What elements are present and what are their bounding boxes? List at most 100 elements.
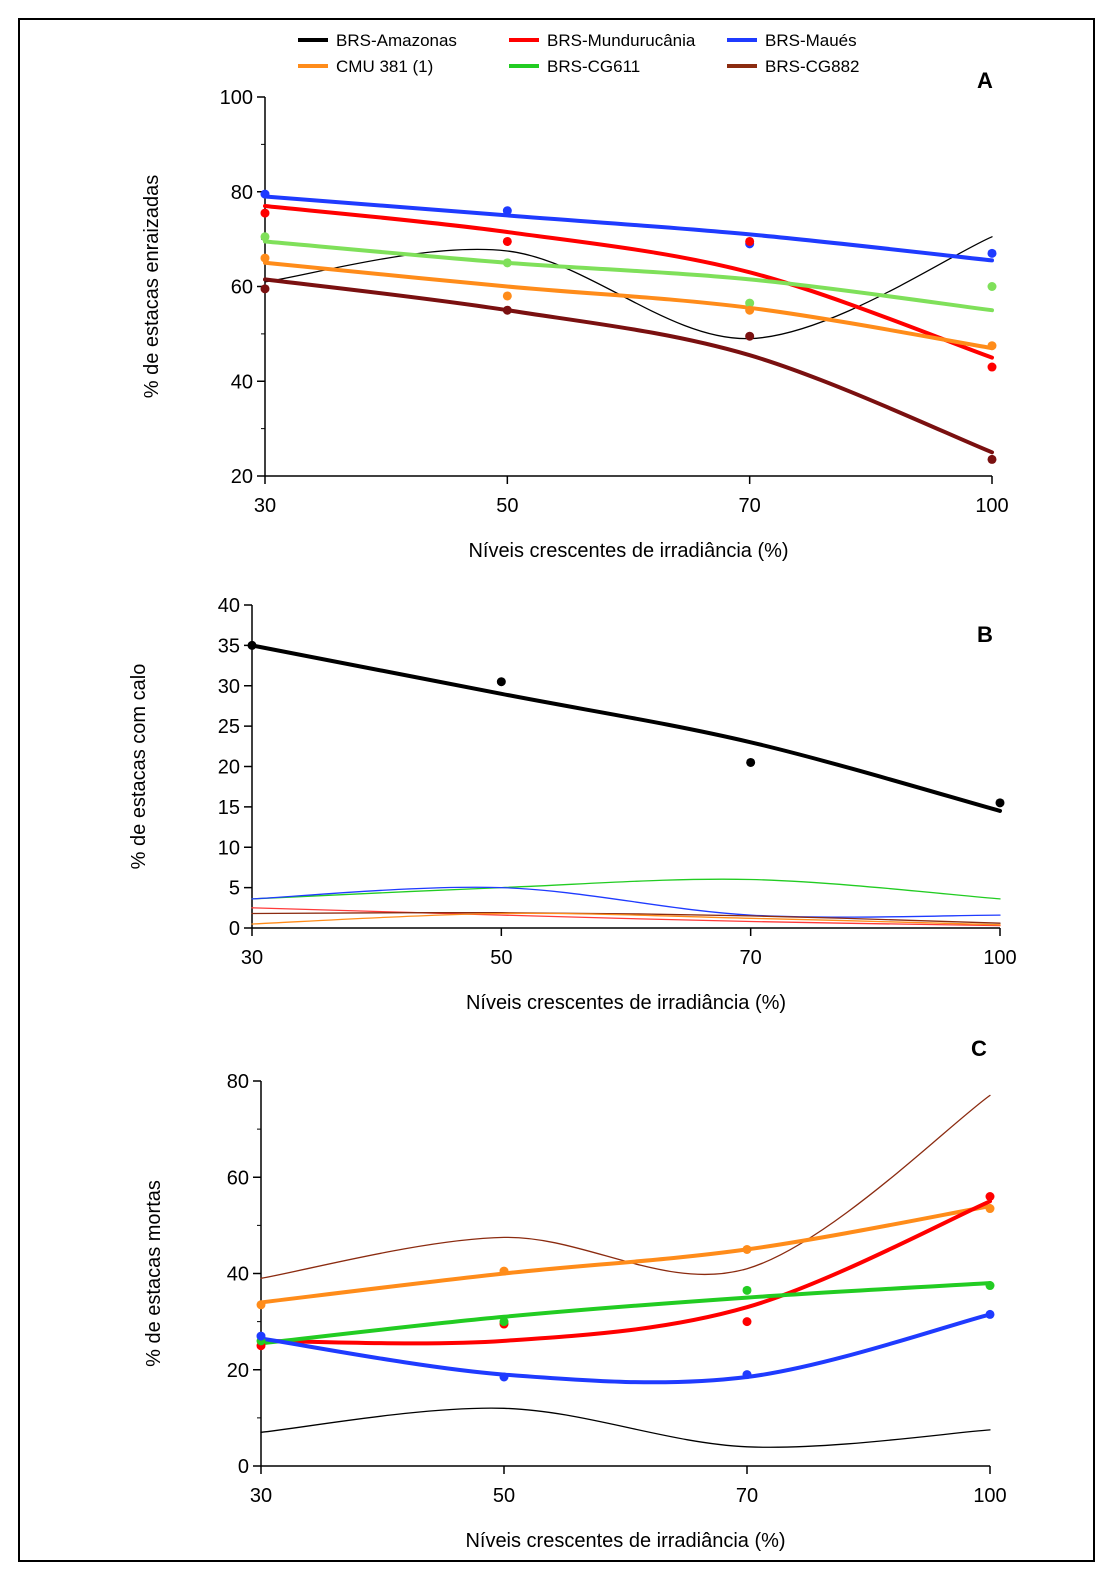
x-tick-label: 30 <box>250 1485 272 1507</box>
y-tick-label: 20 <box>231 466 253 488</box>
fit-curve-brs-maues <box>263 194 994 263</box>
panel-letter-a: A <box>977 68 993 93</box>
data-point-brs-cg611 <box>745 298 755 308</box>
fit-curve-brs-mundurucania <box>259 1199 992 1346</box>
legend-label-brs-amazonas: BRS-Amazonas <box>336 31 457 50</box>
y-tick-label: 25 <box>218 716 240 738</box>
legend-label-brs-mundurucania: BRS-Mundurucânia <box>547 31 696 50</box>
fit-curve-brs-cg882 <box>251 911 1001 924</box>
y-axis-title: % de estacas enraizadas <box>141 175 163 398</box>
data-point-brs-maues <box>985 1309 995 1319</box>
fit-curve-brs-cg882 <box>263 277 994 455</box>
y-tick-label: 20 <box>227 1360 249 1382</box>
y-tick-label: 35 <box>218 635 240 657</box>
data-point-brs-cg611 <box>260 232 270 242</box>
fit-curve-cmu-381-1 <box>251 912 1001 926</box>
data-point-brs-cg611 <box>987 282 997 291</box>
panel-b: B 0 5 10 15 20 25 30 35 40 30 50 70 100 Níveis cresce… <box>128 595 1017 1014</box>
data-point-brs-mundurucania <box>985 1192 995 1201</box>
data-point-brs-mundurucania <box>260 208 270 218</box>
legend-label-brs-cg882: BRS-CG882 <box>765 57 859 76</box>
figure-frame <box>18 18 1095 1562</box>
x-axis-title: Níveis crescentes de irradiância (%) <box>465 1530 785 1552</box>
fit-curve-brs-maues <box>251 886 1001 918</box>
y-tick-label: 40 <box>218 595 240 617</box>
fit-curve-brs-cg611 <box>259 1281 992 1346</box>
x-tick-label: 30 <box>241 947 263 969</box>
data-point-brs-cg611 <box>502 258 512 268</box>
panel-a: A 20 40 60 80 100 30 50 70 100 Níveis crescentes … <box>141 68 1009 562</box>
data-point-cmu-381-1 <box>745 305 755 315</box>
x-tick-label: 100 <box>983 947 1016 969</box>
legend-label-cmu-381-1: CMU 381 (1) <box>336 57 433 76</box>
data-point-brs-maues <box>987 248 997 258</box>
data-point-cmu-381-1 <box>502 291 512 301</box>
data-point-brs-mundurucania <box>502 236 512 246</box>
data-point-brs-maues <box>256 1331 266 1341</box>
legend-label-brs-maues: BRS-Maués <box>765 31 857 50</box>
legend: BRS-Amazonas BRS-Mundurucânia BRS-Maués CMU… <box>298 31 859 76</box>
x-axis-title: Níveis crescentes de irradiância (%) <box>468 540 788 562</box>
data-point-brs-cg611 <box>499 1317 509 1327</box>
data-point-brs-maues <box>260 189 270 199</box>
y-tick-label: 80 <box>227 1071 249 1093</box>
data-point-brs-cg611 <box>742 1285 752 1295</box>
x-tick-label: 50 <box>493 1485 515 1507</box>
y-tick-label: 5 <box>229 878 240 900</box>
data-point-brs-mundurucania <box>745 236 755 246</box>
x-tick-label: 100 <box>975 495 1008 517</box>
data-point-brs-maues <box>742 1370 752 1380</box>
data-point-brs-maues <box>502 206 512 216</box>
panel-letter-b: B <box>977 622 993 647</box>
y-tick-label: 0 <box>238 1456 249 1478</box>
fit-curve-brs-cg882 <box>260 1094 991 1279</box>
x-tick-label: 50 <box>490 947 512 969</box>
data-point-cmu-381-1 <box>260 253 270 263</box>
x-tick-label: 70 <box>739 495 761 517</box>
fit-curve-brs-mundurucania <box>251 907 1001 927</box>
y-tick-label: 30 <box>218 676 240 698</box>
y-tick-label: 60 <box>227 1167 249 1189</box>
y-tick-label: 60 <box>231 277 253 299</box>
x-tick-label: 30 <box>254 495 276 517</box>
fit-curve-brs-mundurucania <box>263 204 994 360</box>
fit-curve-brs-amazonas <box>260 1407 991 1448</box>
data-point-brs-amazonas <box>995 798 1005 808</box>
x-axis-title: Níveis crescentes de irradiância (%) <box>466 992 786 1014</box>
y-tick-label: 20 <box>218 757 240 779</box>
y-axis-title: % de estacas com calo <box>128 664 150 870</box>
y-tick-label: 10 <box>218 837 240 859</box>
data-point-brs-mundurucania <box>987 362 997 372</box>
data-point-brs-cg882 <box>987 454 997 464</box>
fit-curve-brs-maues <box>259 1312 992 1385</box>
x-tick-label: 70 <box>736 1485 758 1507</box>
fit-curve-brs-cg611 <box>251 878 1001 900</box>
data-point-cmu-381-1 <box>742 1244 752 1254</box>
data-point-cmu-381-1 <box>499 1266 509 1276</box>
y-tick-label: 15 <box>218 797 240 819</box>
data-point-brs-amazonas <box>496 677 506 687</box>
data-point-brs-cg611 <box>985 1281 995 1291</box>
fit-curve-cmu-381-1 <box>263 260 994 351</box>
fit-curve-cmu-381-1 <box>259 1204 992 1305</box>
data-point-brs-mundurucania <box>742 1317 752 1327</box>
panel-letter-c: C <box>971 1036 987 1061</box>
data-point-brs-amazonas <box>746 757 756 767</box>
data-point-brs-cg882 <box>502 305 512 315</box>
data-point-cmu-381-1 <box>256 1300 266 1310</box>
data-point-brs-cg882 <box>260 284 270 294</box>
y-tick-label: 100 <box>220 87 253 109</box>
panel-c: C 0 20 40 60 80 30 50 70 100 Níveis crescentes de… <box>143 1036 1007 1552</box>
fit-curve-brs-amazonas <box>250 643 1002 813</box>
fit-curve-brs-cg611 <box>263 239 994 313</box>
y-tick-label: 40 <box>231 371 253 393</box>
x-tick-label: 100 <box>973 1485 1006 1507</box>
y-tick-label: 40 <box>227 1264 249 1286</box>
data-point-cmu-381-1 <box>985 1204 995 1214</box>
y-axis-title: % de estacas mortas <box>143 1180 165 1367</box>
legend-label-brs-cg611: BRS-CG611 <box>547 57 640 76</box>
data-point-cmu-381-1 <box>987 341 997 351</box>
x-tick-label: 70 <box>740 947 762 969</box>
y-tick-label: 80 <box>231 182 253 204</box>
